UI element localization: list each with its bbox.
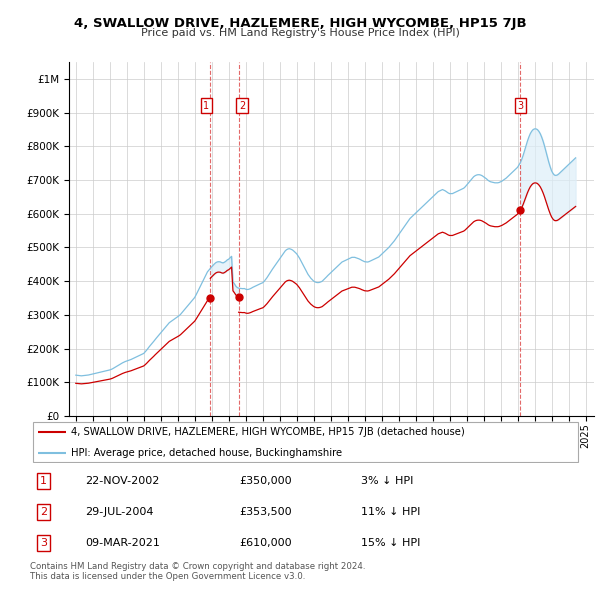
Text: 3: 3: [517, 101, 523, 111]
Text: HPI: Average price, detached house, Buckinghamshire: HPI: Average price, detached house, Buck…: [71, 448, 343, 457]
Text: 09-MAR-2021: 09-MAR-2021: [85, 538, 160, 548]
Text: Price paid vs. HM Land Registry's House Price Index (HPI): Price paid vs. HM Land Registry's House …: [140, 28, 460, 38]
Text: 3% ↓ HPI: 3% ↓ HPI: [361, 476, 413, 486]
Text: £353,500: £353,500: [240, 507, 292, 517]
FancyBboxPatch shape: [33, 422, 578, 462]
Text: 22-NOV-2002: 22-NOV-2002: [85, 476, 160, 486]
Text: 1: 1: [40, 476, 47, 486]
Text: This data is licensed under the Open Government Licence v3.0.: This data is licensed under the Open Gov…: [30, 572, 305, 581]
Text: 11% ↓ HPI: 11% ↓ HPI: [361, 507, 421, 517]
Text: £350,000: £350,000: [240, 476, 292, 486]
Text: 15% ↓ HPI: 15% ↓ HPI: [361, 538, 421, 548]
Text: 2: 2: [40, 507, 47, 517]
Text: 1: 1: [203, 101, 209, 111]
Text: 4, SWALLOW DRIVE, HAZLEMERE, HIGH WYCOMBE, HP15 7JB (detached house): 4, SWALLOW DRIVE, HAZLEMERE, HIGH WYCOMB…: [71, 427, 465, 437]
Text: 29-JUL-2004: 29-JUL-2004: [85, 507, 154, 517]
Text: Contains HM Land Registry data © Crown copyright and database right 2024.: Contains HM Land Registry data © Crown c…: [30, 562, 365, 571]
Text: 4, SWALLOW DRIVE, HAZLEMERE, HIGH WYCOMBE, HP15 7JB: 4, SWALLOW DRIVE, HAZLEMERE, HIGH WYCOMB…: [74, 17, 526, 30]
Text: 2: 2: [239, 101, 245, 111]
Text: £610,000: £610,000: [240, 538, 292, 548]
Text: 3: 3: [40, 538, 47, 548]
